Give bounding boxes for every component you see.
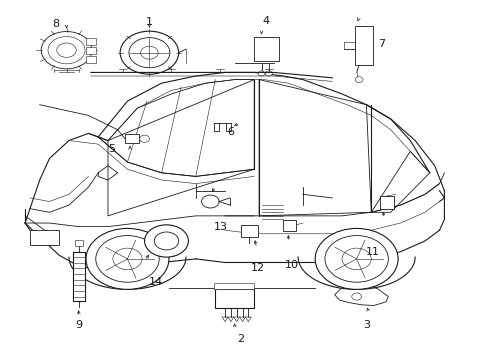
Circle shape	[140, 135, 149, 142]
FancyBboxPatch shape	[30, 230, 59, 244]
FancyBboxPatch shape	[86, 47, 96, 54]
Text: 10: 10	[285, 260, 299, 270]
Circle shape	[354, 77, 362, 82]
Circle shape	[154, 232, 178, 250]
Text: 5: 5	[108, 144, 115, 154]
Circle shape	[113, 248, 142, 270]
FancyBboxPatch shape	[75, 240, 82, 246]
Circle shape	[315, 228, 397, 289]
Circle shape	[341, 248, 370, 270]
Polygon shape	[239, 317, 245, 321]
Circle shape	[351, 293, 361, 300]
Text: 14: 14	[148, 277, 163, 287]
Circle shape	[258, 71, 264, 76]
FancyBboxPatch shape	[254, 37, 278, 60]
Polygon shape	[222, 317, 227, 321]
FancyBboxPatch shape	[73, 252, 84, 301]
Circle shape	[144, 225, 188, 257]
Circle shape	[57, 43, 76, 57]
Circle shape	[96, 235, 159, 282]
Text: 11: 11	[365, 247, 379, 257]
Text: 12: 12	[250, 263, 264, 273]
Text: 7: 7	[378, 39, 385, 49]
Circle shape	[325, 235, 387, 282]
Circle shape	[86, 228, 168, 289]
Text: 8: 8	[52, 19, 59, 29]
FancyBboxPatch shape	[282, 220, 296, 231]
FancyBboxPatch shape	[86, 56, 96, 63]
Circle shape	[129, 38, 169, 68]
Polygon shape	[334, 283, 387, 306]
Polygon shape	[245, 317, 251, 321]
FancyBboxPatch shape	[379, 196, 393, 209]
Text: 1: 1	[145, 17, 153, 27]
Circle shape	[48, 37, 85, 64]
Text: 13: 13	[214, 222, 227, 231]
Text: 6: 6	[227, 127, 234, 136]
Polygon shape	[233, 317, 239, 321]
Text: 3: 3	[362, 320, 369, 330]
Circle shape	[141, 46, 158, 59]
FancyBboxPatch shape	[86, 39, 96, 45]
Text: 9: 9	[75, 320, 82, 330]
Text: 2: 2	[237, 334, 244, 344]
FancyBboxPatch shape	[215, 289, 254, 309]
Polygon shape	[227, 317, 233, 321]
Circle shape	[201, 195, 219, 208]
Circle shape	[265, 71, 272, 76]
FancyBboxPatch shape	[125, 134, 139, 143]
Circle shape	[120, 31, 178, 74]
Circle shape	[41, 32, 92, 69]
Text: 4: 4	[263, 17, 269, 27]
FancyBboxPatch shape	[240, 225, 258, 237]
FancyBboxPatch shape	[214, 283, 254, 289]
FancyBboxPatch shape	[354, 26, 372, 65]
